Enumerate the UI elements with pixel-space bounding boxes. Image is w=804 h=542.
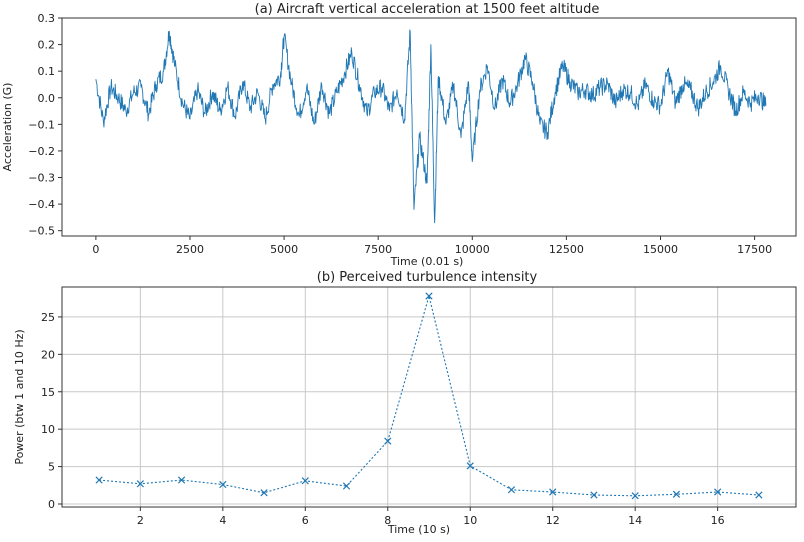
y-tick-label: −0.4 xyxy=(28,198,55,211)
data-point-marker xyxy=(301,477,309,485)
y-tick-label: 0.0 xyxy=(38,92,56,105)
chart-a-x-axis-label: Time (0.01 s) xyxy=(390,255,464,268)
data-point-marker xyxy=(177,476,186,484)
data-point-marker xyxy=(714,488,722,496)
y-tick-label: 0 xyxy=(48,498,55,511)
data-point-marker xyxy=(384,437,392,445)
data-point-marker xyxy=(425,292,433,300)
y-tick-label: 25 xyxy=(41,311,55,324)
x-tick-label: 14 xyxy=(628,514,642,527)
y-tick-label: 15 xyxy=(41,386,55,399)
y-tick-label: −0.3 xyxy=(28,172,55,185)
chart-b-y-axis-label: Power (btw 1 and 10 Hz) xyxy=(13,329,26,464)
chart-b-grid xyxy=(62,287,796,507)
x-tick-label: 12500 xyxy=(549,243,584,256)
data-point-marker xyxy=(342,482,351,490)
y-tick-label: 5 xyxy=(48,461,55,474)
data-point-marker xyxy=(136,480,144,488)
turbulence-series-line xyxy=(99,293,759,497)
chart-b-markers xyxy=(95,292,763,500)
y-tick-label: 20 xyxy=(41,348,55,361)
x-tick-label: 15000 xyxy=(643,243,678,256)
chart-b-y-ticks: 0 5 10 15 20 25 xyxy=(41,311,62,511)
chart-b-frame xyxy=(61,286,797,508)
y-tick-label: −0.1 xyxy=(28,118,55,131)
x-tick-label: 12 xyxy=(546,514,560,527)
x-tick-label: 2500 xyxy=(176,243,204,256)
chart-acceleration: (a) Aircraft vertical acceleration at 15… xyxy=(1,2,797,268)
chart-b-title: (b) Perceived turbulence intensity xyxy=(317,270,538,285)
y-tick-label: −0.2 xyxy=(28,145,55,158)
chart-a-y-ticks: 0.3 0.2 0.1 0.0 −0.1 −0.2 −0.3 −0.4 −0.5 xyxy=(28,12,62,238)
x-tick-label: 16 xyxy=(711,514,725,527)
data-point-marker xyxy=(590,491,598,499)
data-point-marker xyxy=(260,489,268,497)
x-tick-label: 8 xyxy=(384,514,391,527)
data-point-marker xyxy=(631,492,639,500)
data-point-marker xyxy=(95,476,103,484)
data-point-marker xyxy=(507,486,516,494)
chart-a-frame xyxy=(61,17,797,237)
chart-b-x-axis-label: Time (10 s) xyxy=(387,523,450,536)
y-tick-label: −0.5 xyxy=(28,225,55,238)
y-tick-label: 10 xyxy=(41,423,55,436)
data-point-marker xyxy=(755,491,763,499)
chart-b-x-ticks: 2 4 6 8 10 12 14 16 xyxy=(137,507,725,527)
chart-turbulence: (b) Perceived turbulence intensity 2 4 6 8 1… xyxy=(13,270,797,536)
x-tick-label: 10 xyxy=(463,514,477,527)
x-tick-label: 0 xyxy=(92,243,99,256)
x-tick-label: 17500 xyxy=(737,243,772,256)
data-point-marker xyxy=(549,488,557,496)
data-point-marker xyxy=(219,480,227,489)
x-tick-label: 5000 xyxy=(270,243,298,256)
data-point-marker xyxy=(466,462,474,470)
x-tick-label: 6 xyxy=(302,514,309,527)
chart-a-x-ticks: 0 2500 5000 7500 10000 12500 15000 17500 xyxy=(92,236,772,256)
x-tick-label: 2 xyxy=(137,514,144,527)
y-tick-label: 0.3 xyxy=(38,12,56,25)
x-tick-label: 7500 xyxy=(364,243,392,256)
x-tick-label: 10000 xyxy=(455,243,490,256)
chart-a-y-axis-label: Acceleration (G) xyxy=(1,83,14,172)
x-tick-label: 4 xyxy=(219,514,226,527)
data-point-marker xyxy=(672,490,681,498)
y-tick-label: 0.2 xyxy=(38,39,56,52)
y-tick-label: 0.1 xyxy=(38,65,56,78)
chart-a-title: (a) Aircraft vertical acceleration at 15… xyxy=(255,2,600,17)
acceleration-series-line xyxy=(95,29,767,224)
